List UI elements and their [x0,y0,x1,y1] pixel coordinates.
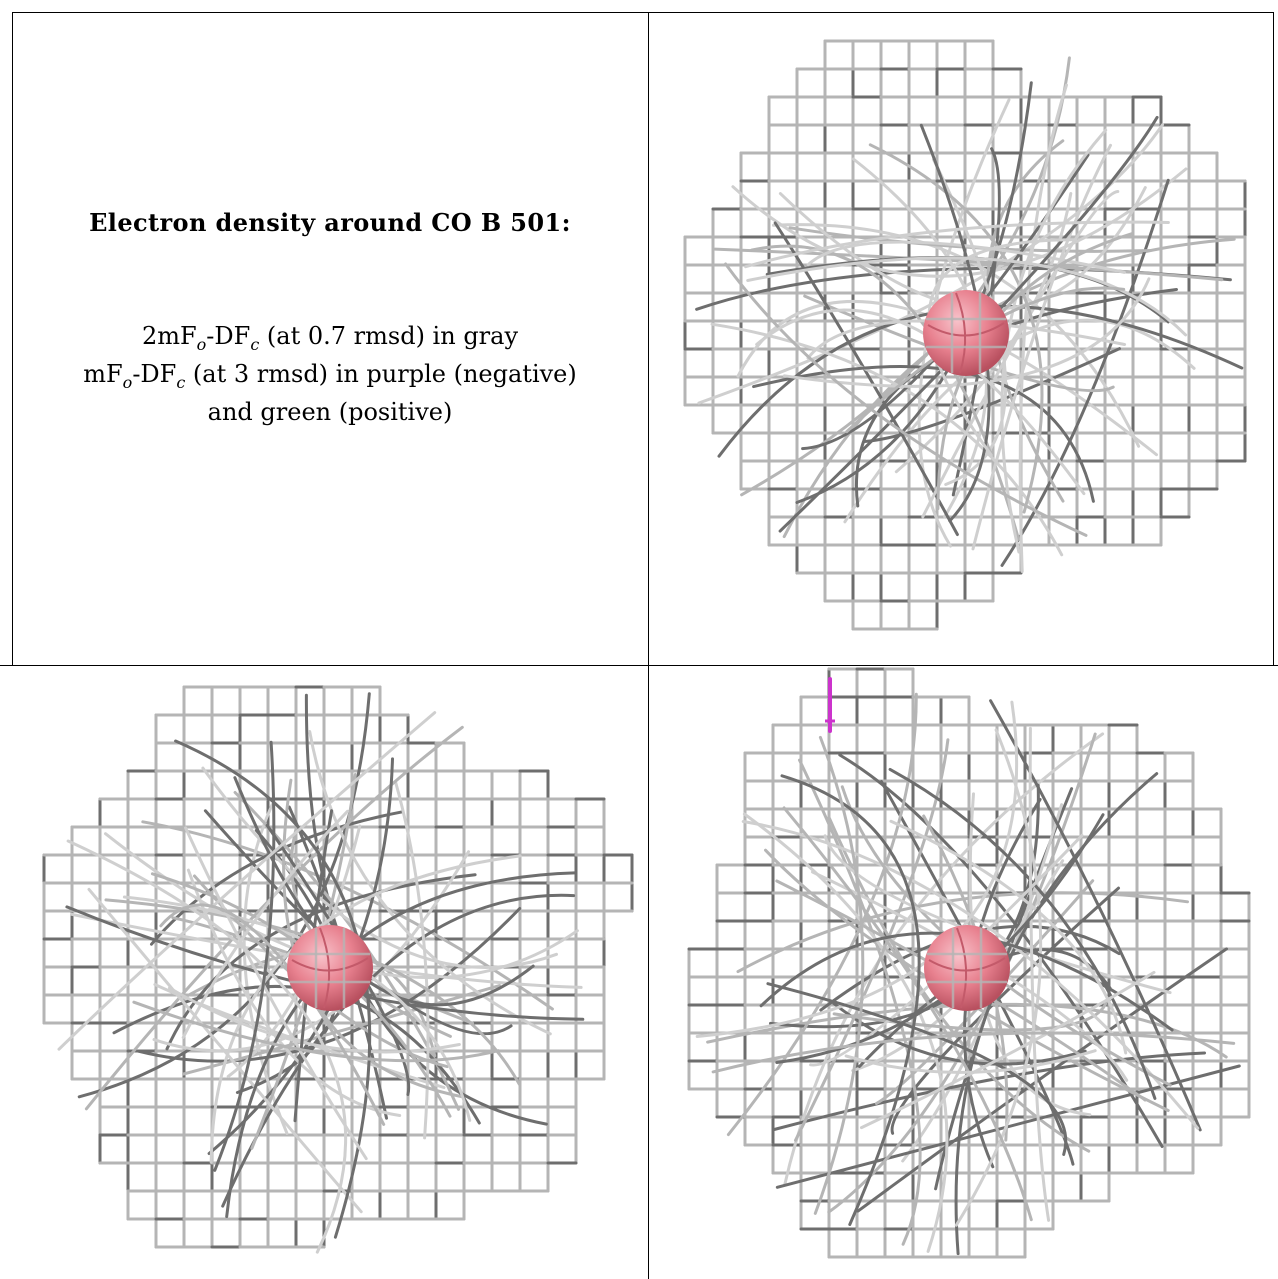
mesh-contours [695,56,1244,573]
mesh-over-atom [926,293,1006,373]
mesh-view-2 [42,685,634,1254]
table-border-top [12,12,1274,13]
table-border-center [648,12,649,1279]
density-view-2 [24,667,634,1275]
mesh-view-1 [683,39,1247,631]
mesh-grid [683,39,1247,631]
co-atom-sphere [924,925,1010,1011]
table-border-middle [0,665,1278,666]
table-border-right [1273,12,1274,665]
negative-difference-peak [825,677,835,733]
caption-line-difference-map: mFo-DFc (at 3 rmsd) in purple (negative) [83,360,577,392]
table-border-left [12,12,13,665]
co-atom-sphere [287,925,373,1011]
caption-cell: Electron density around CO B 501: 2mFo-D… [12,12,648,664]
mesh-contours [695,692,1241,1256]
caption-line-gray-map: 2mFo-DFc (at 0.7 rmsd) in gray [141,322,519,354]
density-view-3 [665,667,1273,1275]
caption-line-positive: and green (positive) [207,398,453,426]
mesh-over-atom [927,928,1007,1008]
caption-title: Electron density around CO B 501: [89,208,571,237]
mesh-contours [57,692,585,1254]
mesh-over-atom [290,928,370,1008]
density-view-1 [665,31,1273,637]
co-atom-sphere [923,290,1009,376]
mesh-view-3 [687,667,1251,1259]
